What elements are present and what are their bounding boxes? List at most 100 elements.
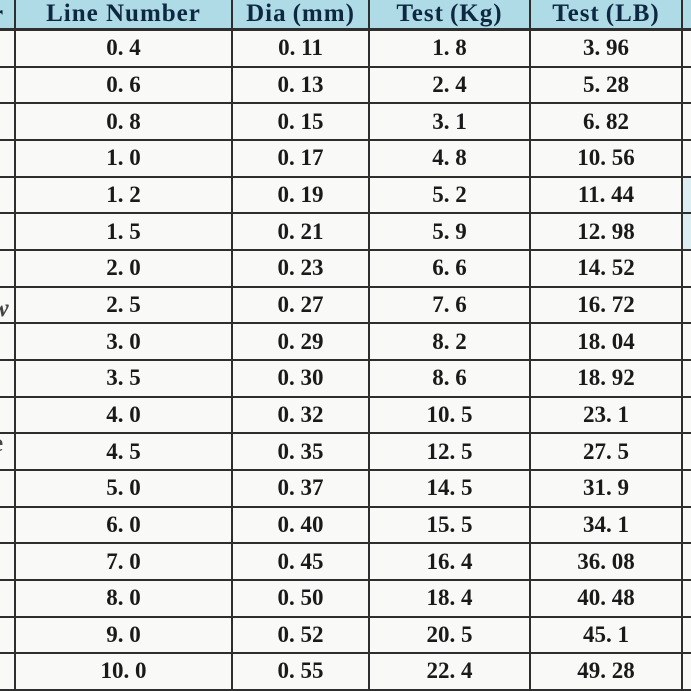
table-cell: 36. 08 (531, 544, 683, 581)
cropped-right-edge-header-sliver (683, 0, 691, 31)
column-header-line-number: Line Number (16, 0, 233, 31)
cropped-right-edge-cell (683, 104, 691, 141)
table-cell: 31. 9 (531, 470, 683, 508)
table-cell: 0. 30 (233, 360, 370, 398)
table-cell: 1. 5 (16, 214, 233, 251)
table-row: 5. 0 0. 37 14. 5 31. 9 (0, 470, 691, 508)
cropped-left-column-cell (0, 250, 16, 288)
table-row: 4. 5 0. 35 12. 5 27. 5 (0, 434, 691, 471)
table-cell: 3. 96 (531, 31, 683, 68)
table-cell: 3. 0 (16, 324, 233, 361)
column-header-dia-mm: Dia (mm) (233, 0, 370, 31)
table-cell: 0. 55 (233, 654, 370, 691)
cropped-left-column-cell (0, 617, 16, 655)
table-cell: 45. 1 (531, 617, 683, 655)
table-cell: 18. 92 (531, 360, 683, 398)
column-header-test-lb: Test (LB) (531, 0, 683, 31)
table-cell: 0. 13 (233, 67, 370, 105)
table-cell: 8. 0 (16, 580, 233, 618)
cropped-left-column-cell (0, 434, 16, 471)
table-cell: 9. 0 (16, 617, 233, 655)
table-cell: 18. 4 (370, 580, 531, 618)
cropped-right-edge-cell (683, 177, 691, 215)
table-cell: 34. 1 (531, 507, 683, 545)
cropped-left-column-cell (0, 287, 16, 325)
table-cell: 1. 0 (16, 140, 233, 178)
table-row: 2. 0 0. 23 6. 6 14. 52 (0, 250, 691, 288)
table-cell: 0. 29 (233, 324, 370, 361)
table-cell: 6. 0 (16, 507, 233, 545)
table-row: 0. 4 0. 11 1. 8 3. 96 (0, 31, 691, 68)
table-cell: 5. 0 (16, 470, 233, 508)
table-cell: 0. 4 (16, 31, 233, 68)
table-row: 1. 5 0. 21 5. 9 12. 98 (0, 214, 691, 251)
table-cell: 16. 72 (531, 287, 683, 325)
table-row: 7. 0 0. 45 16. 4 36. 08 (0, 544, 691, 581)
table-cell: 8. 6 (370, 360, 531, 398)
table-body: 0. 4 0. 11 1. 8 3. 96 0. 6 0. 13 2. 4 5. 28 0. 8… (0, 31, 691, 691)
cropped-left-column-cell (0, 67, 16, 105)
cropped-left-column-cell (0, 654, 16, 691)
cropped-left-column-cell (0, 324, 16, 361)
table-cell: 0. 32 (233, 397, 370, 435)
cropped-left-column-cell (0, 177, 16, 215)
table-row: 3. 0 0. 29 8. 2 18. 04 (0, 324, 691, 361)
table-cell: 7. 6 (370, 287, 531, 325)
cropped-left-column-cell (0, 31, 16, 68)
table-cell: 10. 56 (531, 140, 683, 178)
cropped-left-column-header-sliver (0, 0, 16, 31)
column-header-test-kg: Test (Kg) (370, 0, 531, 31)
table-cell: 4. 0 (16, 397, 233, 435)
table-row: 9. 0 0. 52 20. 5 45. 1 (0, 617, 691, 655)
table-cell: 3. 1 (370, 104, 531, 141)
cropped-left-column-cell (0, 507, 16, 545)
table-cell: 3. 5 (16, 360, 233, 398)
table-cell: 5. 28 (531, 67, 683, 105)
table-row: 6. 0 0. 40 15. 5 34. 1 (0, 507, 691, 545)
table-row: 10. 0 0. 55 22. 4 49. 28 (0, 654, 691, 691)
table-cell: 20. 5 (370, 617, 531, 655)
table-cell: 0. 40 (233, 507, 370, 545)
table-cell: 0. 27 (233, 287, 370, 325)
table-row: 8. 0 0. 50 18. 4 40. 48 (0, 580, 691, 618)
table-row: 3. 5 0. 30 8. 6 18. 92 (0, 360, 691, 398)
table-cell: 49. 28 (531, 654, 683, 691)
table-cell: 0. 23 (233, 250, 370, 288)
table-row: 0. 8 0. 15 3. 1 6. 82 (0, 104, 691, 141)
cropped-right-edge-cell (683, 654, 691, 691)
table-cell: 12. 98 (531, 214, 683, 251)
table-cell: 5. 9 (370, 214, 531, 251)
table-cell: 6. 6 (370, 250, 531, 288)
table-cell: 0. 6 (16, 67, 233, 105)
cropped-right-edge-cell (683, 250, 691, 288)
table-cell: 16. 4 (370, 544, 531, 581)
table-row: 1. 2 0. 19 5. 2 11. 44 (0, 177, 691, 215)
table-cell: 1. 2 (16, 177, 233, 215)
cropped-left-column-cell (0, 470, 16, 508)
table-cell: 2. 0 (16, 250, 233, 288)
table-cell: 6. 82 (531, 104, 683, 141)
cropped-right-edge-cell (683, 470, 691, 508)
cropped-left-column-cell (0, 360, 16, 398)
table-row: 2. 5 0. 27 7. 6 16. 72 (0, 287, 691, 325)
table-cell: 0. 15 (233, 104, 370, 141)
cropped-right-edge-cell (683, 397, 691, 435)
table-cell: 22. 4 (370, 654, 531, 691)
table-cell: 14. 5 (370, 470, 531, 508)
table-cell: 4. 8 (370, 140, 531, 178)
cropped-right-edge-cell (683, 324, 691, 361)
cropped-right-edge-cell (683, 287, 691, 325)
cropped-left-column-cell (0, 104, 16, 141)
table-row: 0. 6 0. 13 2. 4 5. 28 (0, 67, 691, 105)
table-cell: 10. 5 (370, 397, 531, 435)
table-cell: 0. 21 (233, 214, 370, 251)
cropped-right-edge-cell (683, 360, 691, 398)
table-row: 4. 0 0. 32 10. 5 23. 1 (0, 397, 691, 435)
table-cell: 0. 19 (233, 177, 370, 215)
cropped-right-edge-cell (683, 67, 691, 105)
table-cell: 14. 52 (531, 250, 683, 288)
cropped-right-edge-cell (683, 434, 691, 471)
table-cell: 0. 37 (233, 470, 370, 508)
table-cell: 23. 1 (531, 397, 683, 435)
